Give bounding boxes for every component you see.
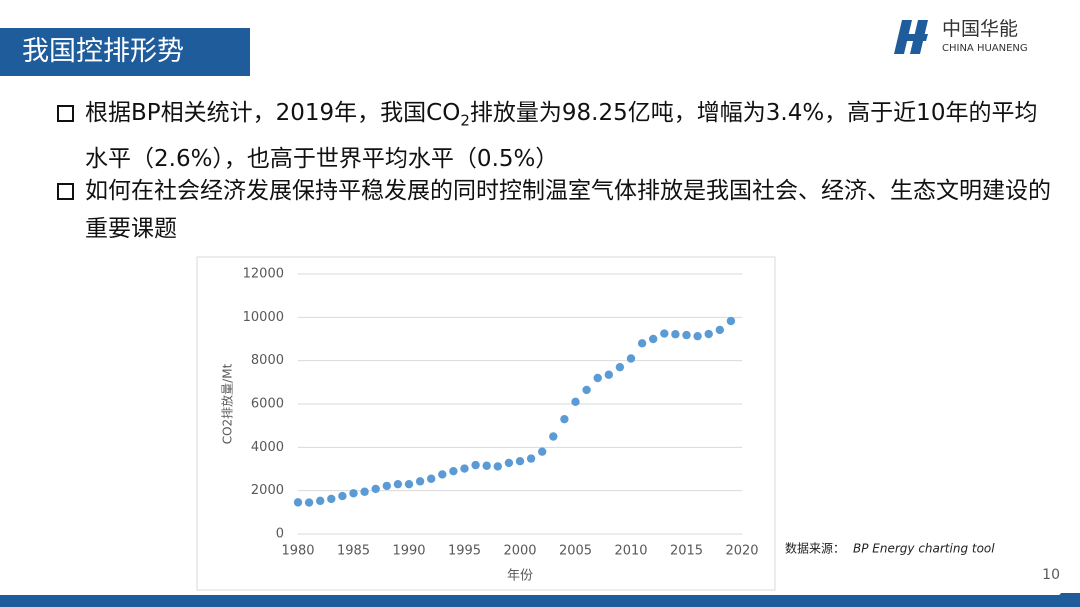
point — [371, 484, 380, 494]
point — [593, 373, 602, 383]
y-tick-label: 0 — [276, 527, 284, 542]
point — [449, 466, 458, 476]
point — [438, 470, 447, 479]
logo: 中国华能 CHINA HUANENG — [894, 18, 1028, 54]
source-label: 数据来源： — [785, 541, 845, 556]
footer-bar — [0, 593, 1080, 607]
bullet: 根据BP相关统计，2019年，我国CO2排放量为98.25亿吨，增幅为3.4%，… — [57, 94, 1055, 178]
x-tick-label: 1980 — [281, 544, 314, 559]
point — [415, 477, 425, 486]
bullet-text: 排放量为98.25亿吨，增幅为3.4%，高于近10年的平均水平（2.6%），也高… — [85, 100, 1038, 172]
x-tick-label: 1985 — [337, 544, 370, 559]
point — [493, 462, 502, 471]
y-tick-label: 2000 — [251, 483, 284, 498]
x-tick-label: 1995 — [448, 544, 481, 559]
page-number: 10 — [1042, 567, 1060, 583]
point — [304, 498, 314, 507]
point — [538, 447, 547, 456]
point — [427, 474, 436, 483]
point — [393, 479, 403, 489]
point — [460, 464, 469, 473]
y-tick-label: 4000 — [251, 440, 284, 455]
point — [693, 331, 702, 341]
point — [660, 329, 669, 338]
x-tick-label: 2020 — [725, 544, 758, 559]
y-axis-label: CO2排放量/Mt — [220, 363, 235, 444]
point — [349, 489, 358, 498]
x-tick-label: 2010 — [614, 544, 647, 559]
point — [482, 461, 491, 470]
point — [704, 329, 713, 339]
x-tick-label: 2000 — [503, 544, 536, 559]
point — [471, 460, 480, 470]
bullet-text: 如何在社会经济发展保持平稳发展的同时控制温室气体排放是我国社会、经济、生态文明建… — [85, 178, 1051, 242]
point — [382, 481, 391, 491]
point — [649, 334, 658, 344]
subscript: 2 — [460, 111, 470, 130]
y-tick-label: 10000 — [243, 310, 284, 325]
point — [615, 362, 625, 372]
point — [626, 354, 636, 363]
point — [682, 330, 691, 340]
bullet: 如何在社会经济发展保持平稳发展的同时控制温室气体排放是我国社会、经济、生态文明建… — [57, 172, 1055, 248]
point — [571, 397, 580, 407]
logo-en: CHINA HUANENG — [942, 43, 1028, 54]
point — [604, 370, 613, 379]
point — [715, 325, 724, 335]
point — [726, 316, 736, 326]
point — [360, 487, 369, 496]
slide-title: 我国控排形势 — [0, 28, 250, 76]
point — [549, 432, 558, 441]
point — [671, 330, 680, 339]
x-tick-label: 2015 — [670, 544, 703, 559]
point — [404, 479, 414, 489]
point — [338, 491, 347, 501]
point — [504, 458, 514, 468]
x-axis-label: 年份 — [507, 569, 533, 584]
logo-cn: 中国华能 — [942, 18, 1018, 40]
point — [293, 498, 303, 507]
x-tick-label: 1990 — [392, 544, 425, 559]
x-tick-label: 2005 — [559, 544, 592, 559]
point — [582, 385, 591, 395]
y-tick-label: 8000 — [251, 353, 284, 368]
point — [560, 414, 569, 424]
point — [327, 494, 336, 504]
y-tick-label: 6000 — [251, 397, 284, 412]
chart-frame — [196, 256, 776, 591]
y-tick-label: 12000 — [243, 267, 284, 282]
point — [515, 457, 525, 466]
point — [316, 496, 325, 506]
point — [526, 454, 536, 463]
bullet-text: 根据BP相关统计，2019年，我国CO — [85, 100, 461, 126]
point — [637, 339, 647, 348]
source-name: BP Energy charting tool — [853, 542, 995, 556]
